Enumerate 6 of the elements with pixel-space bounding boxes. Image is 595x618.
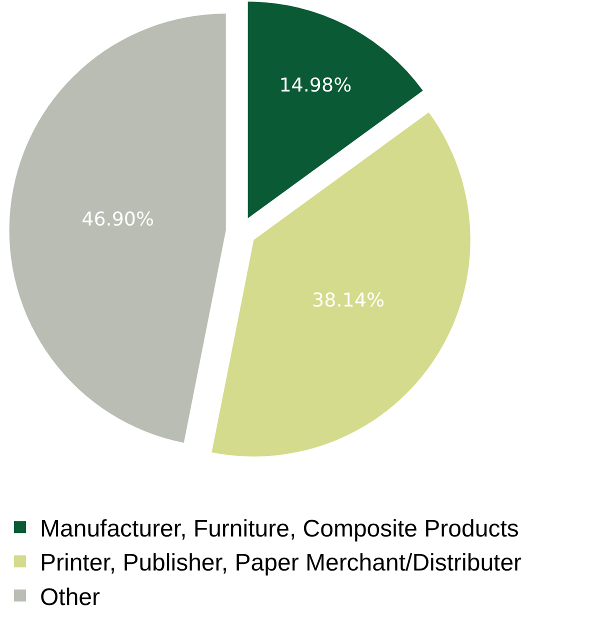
data-label: 14.98% bbox=[279, 74, 352, 96]
data-label: 38.14% bbox=[312, 289, 385, 312]
legend-label: Printer, Publisher, Paper Merchant/Distributer bbox=[40, 550, 522, 577]
data-label: 46.90% bbox=[82, 208, 154, 231]
legend-label: Other bbox=[40, 584, 100, 611]
legend-label: Manufacturer, Furniture, Composite Products bbox=[40, 515, 519, 542]
